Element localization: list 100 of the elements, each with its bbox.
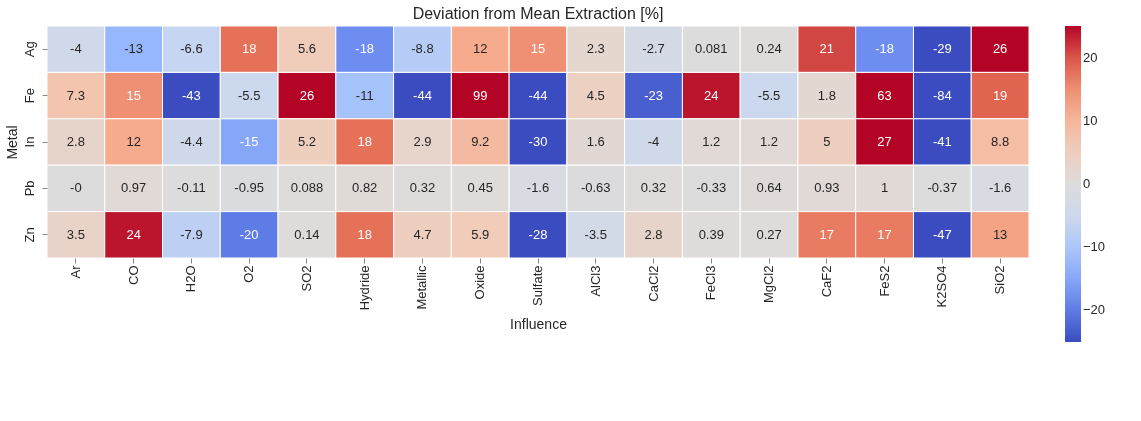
data-label: 99 [473,87,488,103]
data-label: 63 [877,87,892,103]
data-label: 4.7 [413,226,432,242]
data-label: 2.8 [644,226,663,242]
data-label: 7.3 [66,87,85,103]
data-label: 9.2 [471,134,490,149]
data-label: 18 [357,134,372,149]
data-label: -0.37 [927,180,958,196]
data-label: 12 [126,134,141,149]
x-axis-title: Influence [510,316,568,333]
data-label: -0.95 [234,180,264,196]
data-label: 24 [126,226,141,242]
data-label: -0 [70,180,82,196]
data-label: 13 [992,226,1008,242]
data-label: 5.2 [297,134,316,149]
data-label: -41 [932,134,952,149]
data-label: 12 [473,41,488,57]
color-bar-label: −10 [1083,239,1106,255]
x-tick-label: CaF2 [818,265,834,298]
data-label: -5.5 [237,87,261,103]
data-label: 21 [819,41,835,57]
x-tick-label: Hydride [356,265,372,311]
x-tick-label: Metallic [414,265,430,310]
data-label: -47 [932,226,952,242]
data-label: -18 [875,41,894,57]
data-label: -15 [239,134,259,149]
data-label: 0.32 [409,180,436,196]
x-tick-label: CaCl2 [645,265,661,302]
data-label: 3.5 [66,226,85,242]
data-label: -20 [239,226,259,242]
data-label: 4.5 [586,87,605,103]
data-label: 0.93 [814,180,840,196]
x-tick-label: SO2 [298,265,314,292]
data-label: -44 [413,87,432,103]
data-label: -0.63 [580,180,611,196]
data-label: 1.8 [817,87,836,103]
y-axis-title: Metal [3,125,20,160]
data-label: -0.11 [177,180,206,196]
data-label: 8.8 [991,134,1010,149]
x-tick-label: O2 [241,265,257,283]
data-label: 1 [880,180,889,196]
data-label: -29 [932,41,952,57]
data-label: 0.97 [120,180,147,196]
data-label: -23 [644,87,663,103]
data-label: -28 [528,226,548,242]
data-label: -5.5 [757,87,781,103]
color-bar-label: 20 [1083,49,1098,65]
data-label: 0.24 [756,41,782,57]
x-tick-label: K2SO4 [934,265,950,308]
data-label: 2.8 [66,134,85,149]
data-label: 1.2 [760,134,779,149]
y-tick-label: Zn [21,227,37,243]
data-label: 27 [877,134,892,149]
data-label: -44 [528,87,548,103]
data-label: -1.6 [988,180,1012,196]
data-label: -4 [647,134,660,149]
data-label: 18 [357,226,372,242]
y-tick-label: Pb [21,180,37,197]
data-label: 0.27 [756,226,782,242]
data-label: 0.081 [695,41,728,57]
data-label: -43 [182,87,201,103]
data-label: -4.4 [180,134,203,149]
data-label: -0.33 [696,180,727,196]
data-label: 2.3 [586,41,605,57]
y-tick-label: In [21,136,37,148]
data-label: 5 [823,134,831,149]
x-tick-label: CO [125,265,141,285]
x-tick-label: FeCl3 [703,265,719,301]
x-tick-label: H2O [183,265,199,293]
data-label: -30 [528,134,548,149]
data-label: 2.9 [413,134,432,149]
color-bar-label: 10 [1083,112,1098,128]
data-label: -11 [355,87,374,103]
data-label: -13 [124,41,144,57]
data-label: 5.9 [471,226,490,242]
x-tick-label: SiO2 [992,265,1008,295]
data-label: 0.14 [294,226,320,242]
data-label: -4 [70,41,82,57]
x-tick-label: FeS2 [876,265,892,297]
data-label: 26 [299,87,315,103]
color-bar-label: 0 [1083,176,1091,191]
data-label: -84 [932,87,952,103]
x-tick-label: Oxide [472,265,488,300]
data-label: -1.6 [526,180,550,196]
data-label: 0.39 [698,226,724,242]
data-label: 17 [877,226,892,242]
y-tick-label: Ag [21,41,37,58]
y-tick-label: Fe [21,88,37,104]
data-label: -6.6 [180,41,203,57]
data-label: 19 [992,87,1008,103]
data-label: 5.6 [297,41,316,57]
data-label: -3.5 [584,226,607,242]
data-label: 0.088 [290,180,324,196]
data-label: -18 [355,41,375,57]
data-label: 0.82 [352,180,378,196]
data-label: -2.7 [642,41,665,57]
x-tick-label: Sulfate [530,265,545,306]
data-label: 26 [992,41,1008,57]
data-label: 15 [126,87,141,103]
x-tick-label: MgCl2 [761,265,777,304]
